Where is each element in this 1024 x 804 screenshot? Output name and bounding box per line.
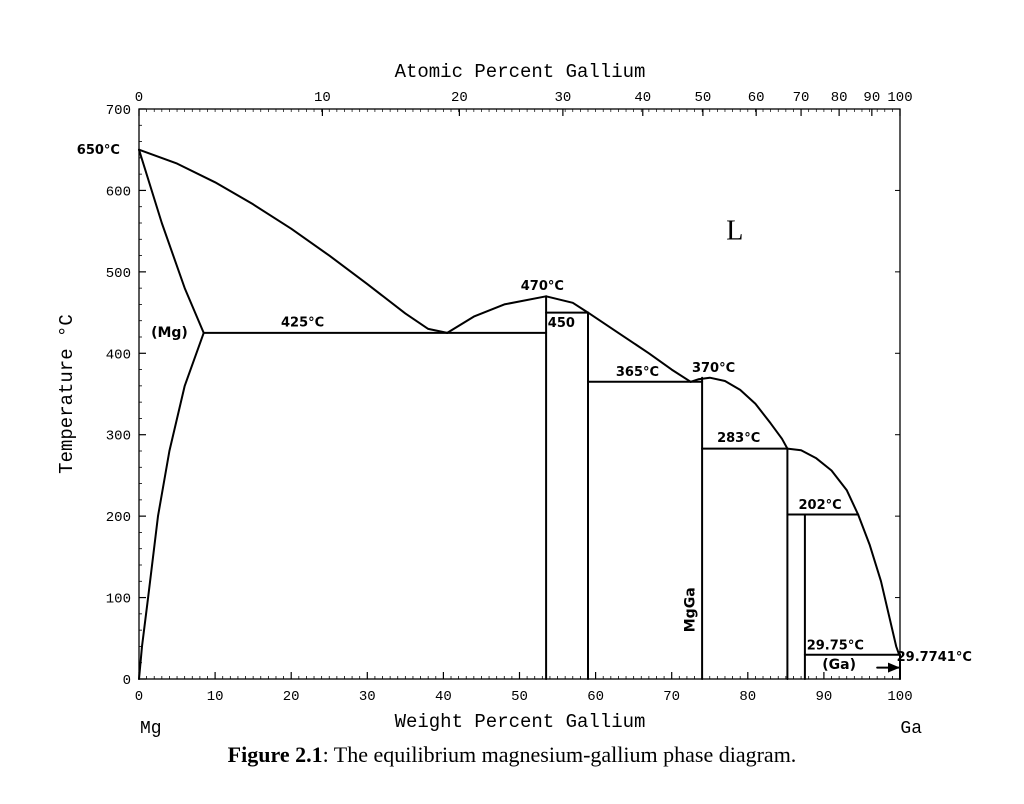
region-label: (Mg): [151, 325, 188, 341]
phase-line-liquidus-202-ga: [857, 513, 901, 656]
top-tick-label: 70: [793, 90, 810, 106]
temperature-label: 202°C: [799, 498, 842, 513]
temperature-label: 370°C: [692, 361, 735, 376]
temperature-label: 365°C: [616, 365, 659, 380]
phase-line-liquidus-mg-side: [138, 148, 449, 334]
temperature-label: 29.75°C: [807, 639, 864, 654]
x-tick-label: 30: [359, 689, 376, 705]
y-axis-ticks: 0 100 200 300 400 500 600 700: [106, 103, 900, 689]
top-tick-label: 90: [863, 90, 880, 106]
phase-diagram: 0 10 20 30 40 50 60 70 80 90 100 01002003004005006…: [56, 61, 972, 739]
y-tick-label: 600: [106, 184, 131, 200]
y-axis-title: Temperature °C: [56, 314, 78, 474]
region-label: L: [726, 215, 743, 246]
top-tick-label: 20: [451, 90, 468, 106]
top-axis-title: Atomic Percent Gallium: [395, 61, 646, 83]
temperature-labels: 650°C 425°C 470°C 450 365°C 370°C 283°C 202°C 29…: [77, 143, 972, 665]
y-tick-label: 400: [106, 347, 131, 363]
top-tick-label: 100: [887, 90, 912, 106]
x-tick-label: 100: [887, 689, 912, 705]
phase-line-liquidus-450-365: [587, 311, 692, 383]
x-axis-title: Weight Percent Gallium: [395, 711, 646, 733]
phase-boundaries: [138, 148, 901, 680]
top-tick-label: 60: [748, 90, 765, 106]
x-tick-label: 60: [587, 689, 604, 705]
top-tick-label: 30: [554, 90, 571, 106]
top-tick-label: 80: [831, 90, 848, 106]
phase-line-mg-solvus: [138, 331, 205, 680]
top-tick-label: 10: [314, 90, 331, 106]
temperature-label: 29.7741°C: [897, 650, 972, 665]
y-tick-label: 200: [106, 510, 131, 526]
phase-line-mg-solidus: [138, 148, 205, 334]
top-tick-label: 50: [694, 90, 711, 106]
region-label: (Ga): [822, 657, 856, 673]
top-tick-label: 0: [135, 90, 143, 106]
right-element-label: Ga: [900, 719, 922, 739]
x-tick-label: 0: [135, 689, 143, 705]
temperature-label: 470°C: [521, 279, 564, 294]
temperature-label: 650°C: [77, 143, 120, 158]
phase-line-liquidus-283-202: [786, 447, 860, 516]
region-label: MgGa: [683, 587, 699, 632]
temperature-label: 425°C: [281, 315, 324, 330]
caption-text: : The equilibrium magnesium-gallium phas…: [322, 742, 797, 767]
plot-frame: [138, 108, 901, 680]
temperature-label: 283°C: [717, 431, 760, 446]
y-tick-label: 0: [123, 673, 131, 689]
figure-number: Figure 2.1: [227, 742, 323, 767]
x-tick-label: 70: [663, 689, 680, 705]
figure-caption: Figure 2.1: The equilibrium magnesium-ga…: [0, 742, 1024, 768]
y-tick-label: 500: [106, 266, 131, 282]
phase-line-liquidus-dome-470: [446, 295, 589, 334]
x-tick-label: 90: [815, 689, 832, 705]
x-tick-label: 10: [207, 689, 224, 705]
region-labels: L (Mg) MgGa (Ga): [151, 215, 856, 673]
x-tick-label: 80: [739, 689, 756, 705]
x-tick-label: 40: [435, 689, 452, 705]
ga-arrowhead: [888, 662, 900, 673]
temperature-label: 450: [548, 316, 575, 331]
top-tick-label: 40: [634, 90, 651, 106]
x-tick-label: 20: [283, 689, 300, 705]
x-axis-ticks: 0 10 20 30 40 50 60 70 80 90 100: [135, 672, 913, 705]
left-element-label: Mg: [140, 719, 162, 739]
y-tick-label: 300: [106, 429, 131, 445]
y-tick-label: 700: [106, 103, 131, 119]
x-tick-label: 50: [511, 689, 528, 705]
top-axis-ticks: 0 10 20 30 40 50 60 70 80 90 100: [135, 90, 913, 116]
y-tick-label: 100: [106, 592, 131, 608]
